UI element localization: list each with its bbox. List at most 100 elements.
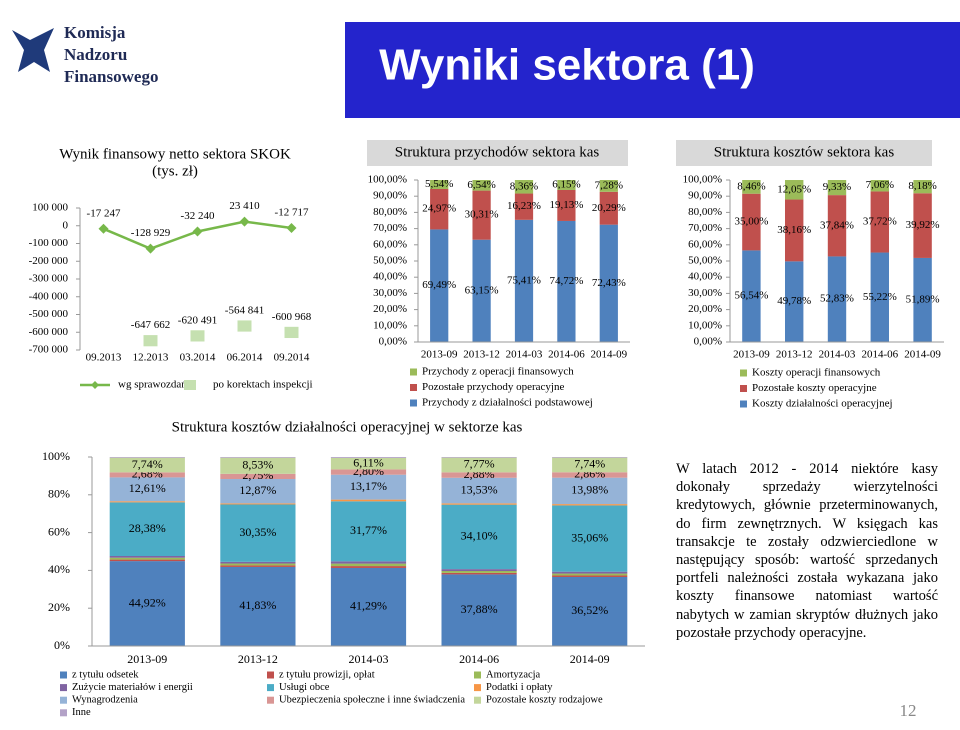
data-label: 7,06% — [866, 179, 894, 191]
data-label: 36,52% — [571, 603, 608, 617]
bar-segment — [220, 566, 296, 646]
y-tick-label: 90,00% — [688, 190, 722, 202]
data-label: 6,11% — [353, 455, 384, 469]
data-label: -128 929 — [131, 227, 171, 239]
data-label: 37,72% — [863, 216, 897, 228]
y-tick-label: -500 000 — [29, 308, 69, 320]
x-tick-label: 2014-03 — [819, 349, 856, 361]
bar-segment — [430, 180, 449, 189]
bar-segment — [109, 502, 185, 556]
data-label: 35,00% — [734, 216, 768, 228]
x-tick-label: 2014-06 — [459, 652, 499, 666]
x-tick-label: 2014-03 — [506, 349, 543, 361]
y-tick-label: 70,00% — [373, 222, 407, 234]
y-tick-label: 40,00% — [688, 271, 722, 283]
bar-segment — [557, 180, 576, 190]
y-tick-label: 100% — [42, 449, 70, 463]
bar-segment — [109, 472, 185, 478]
y-tick-label: -700 000 — [29, 344, 69, 356]
data-label: 41,29% — [350, 599, 387, 613]
x-tick-label: 2014-09 — [590, 349, 627, 361]
bar-segment — [109, 555, 185, 558]
bar-segment — [514, 193, 534, 220]
x-tick-label: 03.2014 — [180, 352, 216, 364]
y-tick-label: 100,00% — [368, 174, 407, 186]
data-label: 37,84% — [820, 219, 854, 231]
bar-segment — [784, 199, 804, 262]
bar-segment — [220, 561, 296, 564]
y-tick-label: 80% — [48, 487, 70, 501]
legend-label: Koszty operacji finansowych — [752, 367, 881, 379]
legend-swatch — [267, 671, 274, 679]
marker — [190, 330, 205, 342]
data-label: 28,38% — [129, 521, 166, 535]
bar-segment — [552, 472, 628, 478]
legend-label: Pozostałe koszty operacyjne — [752, 382, 877, 394]
legend-label: Koszty działalności operacyjnej — [752, 398, 893, 410]
data-label: 13,17% — [350, 479, 387, 493]
bar-segment — [552, 457, 628, 458]
y-tick-label: 0% — [54, 638, 70, 652]
data-label: 12,05% — [777, 183, 811, 195]
y-tick-label: -300 000 — [29, 273, 69, 285]
bar-segment — [870, 191, 890, 253]
x-tick-label: 2013-09 — [127, 652, 167, 666]
bar-segment — [784, 261, 804, 342]
y-tick-label: 20% — [48, 600, 70, 614]
data-label: 30,35% — [239, 525, 276, 539]
data-label: -17 247 — [87, 207, 121, 219]
legend-label: z tytułu odsetek — [72, 669, 139, 680]
slide-title: Wyniki sektora (1) — [379, 41, 755, 90]
bar-segment — [913, 180, 932, 194]
legend-swatch — [410, 384, 417, 391]
bar-segment — [109, 477, 185, 502]
y-tick-label: 30,00% — [688, 287, 722, 299]
bar-segment — [552, 576, 628, 646]
logo-text: Finansowego — [64, 67, 158, 86]
bar-segment — [441, 574, 517, 646]
bar-segment — [599, 224, 618, 342]
data-label: 7,74% — [574, 457, 605, 471]
chart-subtitle: (tys. zł) — [152, 163, 198, 179]
bar-segment — [441, 569, 517, 572]
x-tick-label: 06.2014 — [227, 352, 263, 364]
x-tick-label: 09.2014 — [274, 352, 310, 364]
bar-segment — [913, 257, 932, 342]
data-label: 69,49% — [422, 279, 456, 291]
bar-segment — [552, 504, 628, 506]
data-label: 19,13% — [549, 199, 583, 211]
bar-segment — [330, 469, 407, 475]
x-tick-label: 2014-03 — [349, 652, 389, 666]
data-label: 16,23% — [507, 200, 541, 212]
bar-segment — [220, 504, 296, 562]
data-label: 6,54% — [467, 179, 495, 191]
bar-segment — [599, 191, 618, 225]
data-label: 52,83% — [820, 293, 854, 305]
legend-label: Wynagrodzenia — [72, 695, 138, 706]
data-label: 37,88% — [461, 602, 498, 616]
bar-segment — [220, 479, 296, 504]
data-label: 30,31% — [465, 209, 499, 221]
bar-segment — [552, 477, 628, 505]
bar-segment — [220, 503, 296, 505]
data-label: 23 410 — [229, 200, 260, 212]
data-label: 38,16% — [777, 224, 811, 236]
y-tick-label: 0 — [63, 219, 69, 231]
legend-swatch — [474, 684, 481, 692]
logo-text: Nadzoru — [64, 45, 127, 64]
data-label: 75,41% — [507, 274, 541, 286]
legend-label: Inne — [72, 707, 91, 718]
bar-segment — [441, 572, 517, 575]
legend-label: po korektach inspekcji — [213, 379, 313, 391]
legend-swatch — [474, 696, 481, 704]
data-label: -620 491 — [178, 314, 217, 326]
bar-segment — [441, 472, 517, 478]
y-tick-label: 30,00% — [373, 287, 407, 299]
y-tick-label: -100 000 — [29, 237, 69, 249]
x-tick-label: 2014-09 — [570, 652, 610, 666]
y-tick-label: 60% — [48, 524, 70, 538]
bar-segment — [109, 457, 185, 473]
data-label: 51,89% — [906, 294, 940, 306]
data-label: 7,77% — [464, 457, 495, 471]
data-label: 44,92% — [129, 595, 166, 609]
